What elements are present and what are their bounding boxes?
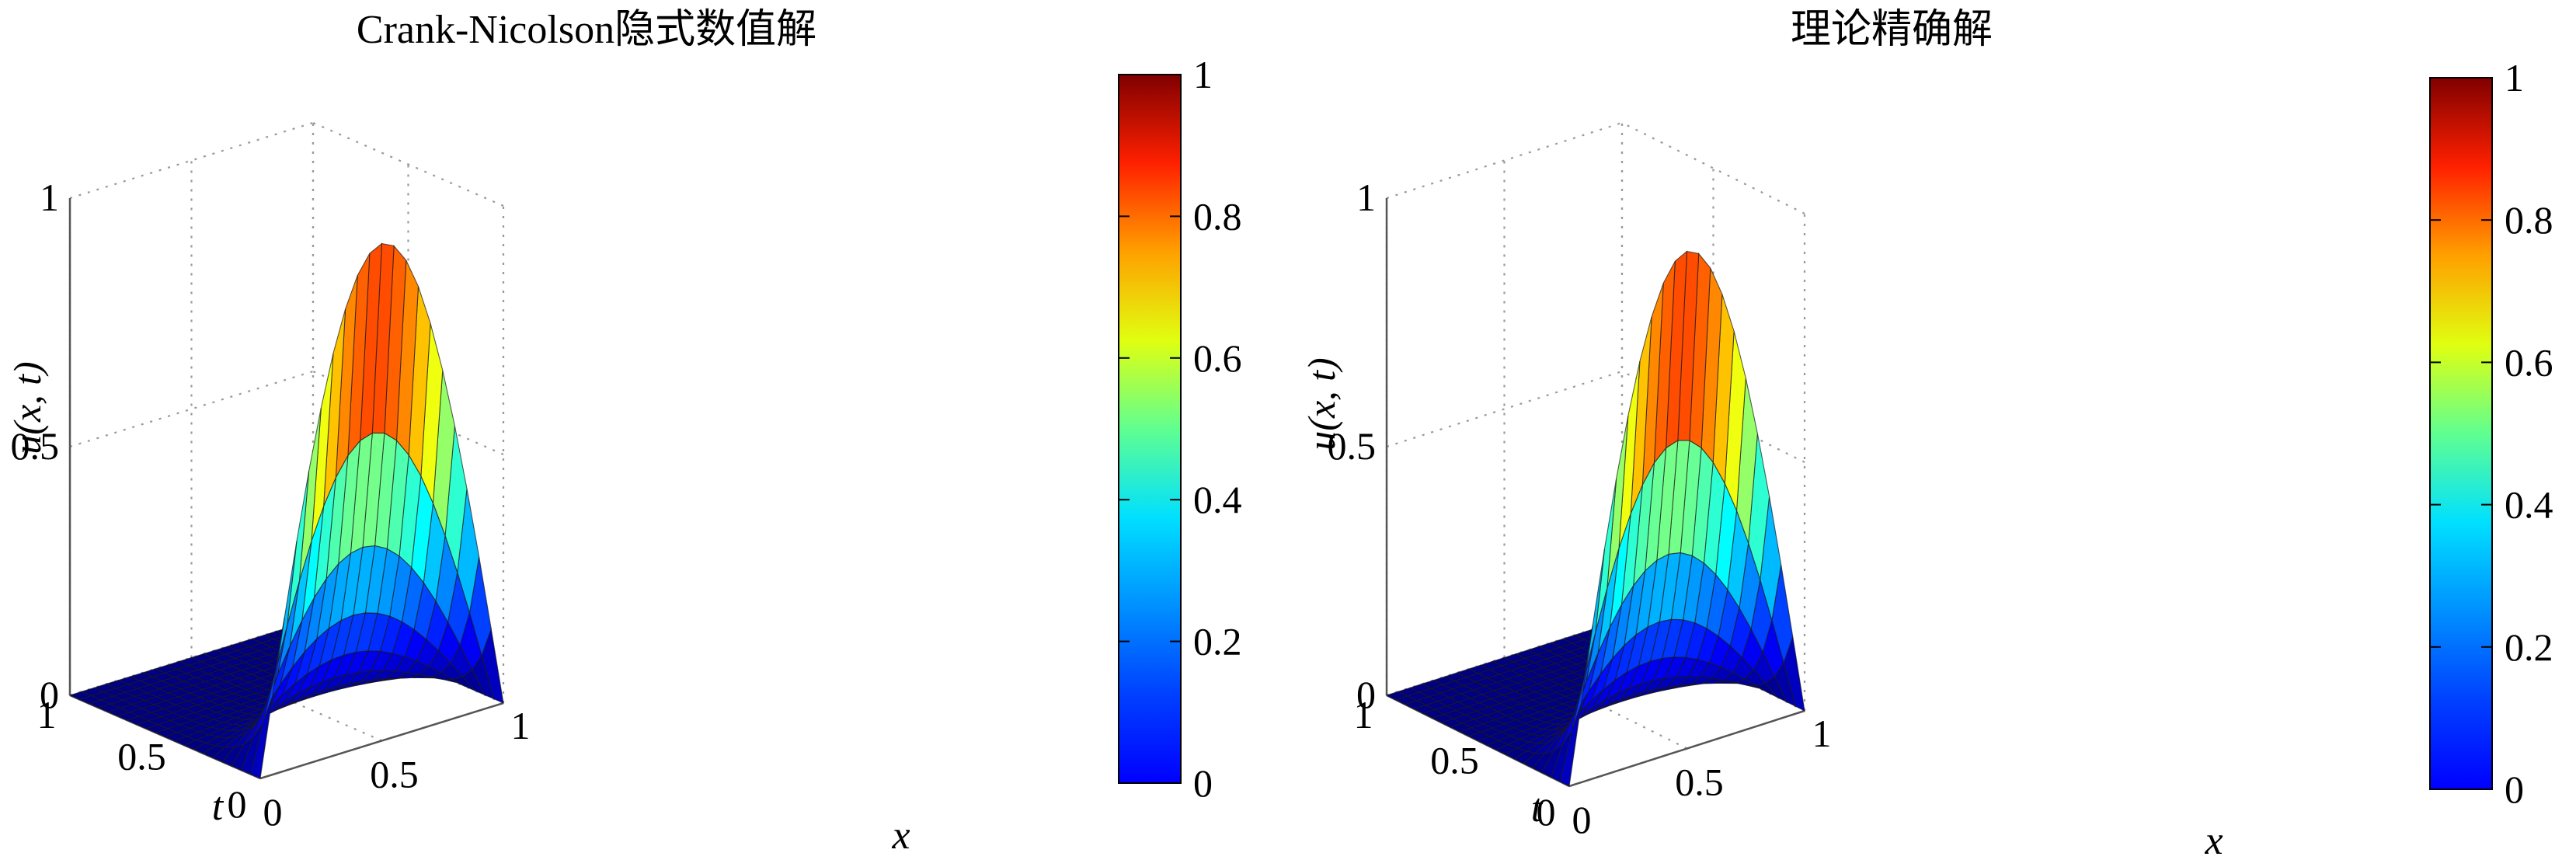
colorbar-tick-label: 1 <box>2505 56 2524 99</box>
x-axis-label-1: x <box>891 813 910 858</box>
surface-mesh <box>1385 250 1805 787</box>
colorbar-tick-label: 0 <box>1193 761 1213 805</box>
z-axis-label-1: u(x, t) <box>5 361 49 454</box>
z-tick-label: 0 <box>1356 673 1376 716</box>
t-tick-label: 0 <box>1537 790 1556 834</box>
z-tick-label: 1 <box>40 176 59 219</box>
t-tick-label: 0 <box>228 782 247 826</box>
colorbar-tick-label: 0.2 <box>1193 620 1242 663</box>
colorbar-tick-label: 0 <box>2505 768 2524 811</box>
colorbar-tick-label: 1 <box>1193 53 1213 96</box>
x-tick-label: 1 <box>511 704 531 747</box>
colorbar-ticks-2: 0 0.2 0.4 0.6 0.8 1 <box>2430 56 2553 811</box>
x-tick-label: 0 <box>263 790 283 834</box>
colorbar-tick-label: 0.4 <box>2505 483 2553 527</box>
z-tick-label: 1 <box>1356 176 1376 219</box>
colorbar-tick-label: 0.4 <box>1193 478 1242 521</box>
t-tick-label: 1 <box>1354 693 1373 736</box>
x-axis-label-2: x <box>2204 819 2223 860</box>
t-axis-label-2: t <box>1531 786 1544 830</box>
colorbar-gradient-1 <box>1118 74 1182 784</box>
x-tick-label: 1 <box>1812 712 1832 755</box>
x-tick-label: 0.5 <box>1675 761 1724 804</box>
z-tick-label: 0.5 <box>11 424 60 468</box>
z-tick-label: 0 <box>40 673 59 716</box>
colorbar-1: 0 0.2 0.4 0.6 0.8 1 <box>1118 53 1242 805</box>
colorbar-tick-label: 0.6 <box>2505 340 2553 384</box>
surface-patch <box>1559 704 1582 787</box>
colorbar-tick-label: 0.2 <box>2505 625 2553 669</box>
colorbar-gradient-2 <box>2429 77 2493 790</box>
surface-mesh <box>68 242 504 779</box>
z-tick-label: 0.5 <box>1328 424 1377 468</box>
x-tick-label: 0 <box>1572 798 1592 841</box>
colorbar-tick-label: 0.8 <box>2505 198 2553 242</box>
colorbar-ticks-1: 0 0.2 0.4 0.6 0.8 1 <box>1119 53 1242 805</box>
surface-patch <box>250 696 273 779</box>
colorbar-2: 0 0.2 0.4 0.6 0.8 1 <box>2429 56 2553 811</box>
t-tick-label: 0.5 <box>117 735 166 778</box>
t-tick-label: 1 <box>37 693 57 736</box>
chart-title-1: Crank-Nicolson隐式数值解 <box>357 8 816 52</box>
colorbar-tick-label: 0.6 <box>1193 336 1242 380</box>
t-tick-label: 0.5 <box>1430 739 1479 782</box>
t-axis-label-1: t <box>212 785 225 829</box>
colorbar-tick-label: 0.8 <box>1193 194 1242 238</box>
chart-title-2: 理论精确解 <box>1791 8 1993 52</box>
x-tick-label: 0.5 <box>370 753 419 796</box>
z-axis-label-2: u(x, t) <box>1300 357 1343 450</box>
